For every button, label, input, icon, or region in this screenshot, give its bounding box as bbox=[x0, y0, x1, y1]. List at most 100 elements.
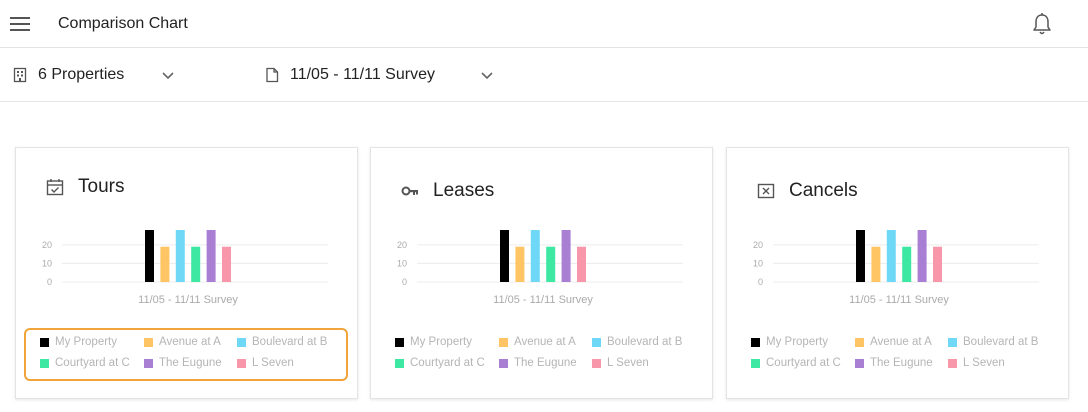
legend-item[interactable]: The Eugune bbox=[499, 357, 577, 369]
key-icon bbox=[401, 186, 418, 196]
card-header: Leases bbox=[401, 180, 494, 202]
legend-item[interactable]: The Eugune bbox=[855, 357, 933, 369]
survey-dropdown[interactable]: 11/05 - 11/11 Survey bbox=[264, 48, 504, 102]
tours-bar-chart: 0 10 20 11/05 - 11/11 Survey bbox=[42, 230, 328, 306]
legend-item[interactable]: L Seven bbox=[237, 357, 294, 369]
card-header: Cancels bbox=[757, 180, 858, 202]
cancel-box-icon bbox=[757, 183, 775, 199]
chevron-down-icon bbox=[162, 72, 174, 80]
legend-item[interactable]: My Property bbox=[40, 336, 117, 348]
tours-legend: My Property Avenue at A Boulevard at B Cour… bbox=[24, 328, 348, 381]
page-title: Comparison Chart bbox=[58, 15, 188, 32]
leases-legend: My Property Avenue at A Boulevard at B Cour… bbox=[379, 328, 703, 381]
filter-bar: 6 Properties 11/05 - 11/11 Survey bbox=[0, 48, 1088, 102]
app-bar: Comparison Chart bbox=[0, 0, 1088, 48]
legend-label: Courtyard at C bbox=[766, 357, 841, 369]
bar-the-eugune[interactable] bbox=[206, 230, 216, 282]
bar-my-property[interactable] bbox=[500, 230, 509, 282]
legend-item[interactable]: Avenue at A bbox=[144, 336, 221, 348]
tours-card: Tours 0 10 20 11/05 - 11/11 Survey My Prope… bbox=[15, 147, 358, 399]
legend-label: My Property bbox=[55, 336, 117, 348]
bar-boulevard-at-b[interactable] bbox=[886, 230, 896, 282]
legend-label: Courtyard at C bbox=[55, 357, 130, 369]
legend-label: Avenue at A bbox=[159, 336, 221, 348]
legend-swatch bbox=[592, 337, 601, 347]
bar-avenue-at-a[interactable] bbox=[871, 246, 881, 282]
legend-item[interactable]: Courtyard at C bbox=[751, 357, 841, 369]
legend-item[interactable]: Courtyard at C bbox=[395, 357, 485, 369]
document-icon bbox=[266, 67, 279, 83]
legend-label: Boulevard at B bbox=[252, 336, 328, 348]
legend-swatch bbox=[144, 337, 153, 347]
bar-courtyard-at-c[interactable] bbox=[546, 246, 556, 282]
legend-swatch bbox=[237, 337, 246, 347]
leases-bar-chart: 0 10 20 11/05 - 11/11 Survey bbox=[397, 230, 683, 306]
legend-swatch bbox=[395, 358, 404, 368]
properties-dropdown[interactable]: 6 Properties bbox=[12, 48, 182, 102]
x-axis-label: 11/05 - 11/11 Survey bbox=[849, 294, 949, 306]
legend-swatch bbox=[395, 337, 404, 347]
cancels-card: Cancels 0 10 20 11/05 - 11/11 Survey My Pro… bbox=[726, 147, 1069, 399]
survey-label: 11/05 - 11/11 Survey bbox=[290, 66, 435, 83]
x-axis-label: 11/05 - 11/11 Survey bbox=[493, 294, 593, 306]
bar-l-seven[interactable] bbox=[222, 246, 231, 282]
bar-my-property[interactable] bbox=[856, 230, 865, 282]
y-tick-label: 10 bbox=[753, 258, 763, 268]
legend-item[interactable]: Boulevard at B bbox=[948, 336, 1038, 348]
legend-swatch bbox=[40, 337, 49, 347]
legend-label: My Property bbox=[410, 336, 472, 348]
legend-item[interactable]: L Seven bbox=[592, 357, 649, 369]
properties-label: 6 Properties bbox=[38, 66, 125, 83]
bar-my-property[interactable] bbox=[145, 230, 154, 282]
legend-label: Boulevard at B bbox=[963, 336, 1039, 348]
legend-label: L Seven bbox=[963, 357, 1005, 369]
y-tick-label: 10 bbox=[42, 258, 52, 268]
legend-item[interactable]: L Seven bbox=[948, 357, 1005, 369]
legend-swatch bbox=[144, 358, 153, 368]
bar-l-seven[interactable] bbox=[577, 246, 586, 282]
legend-item[interactable]: Avenue at A bbox=[855, 336, 932, 348]
bar-avenue-at-a[interactable] bbox=[515, 246, 525, 282]
legend-item[interactable]: The Eugune bbox=[144, 357, 222, 369]
bar-avenue-at-a[interactable] bbox=[160, 246, 170, 282]
bar-courtyard-at-c[interactable] bbox=[902, 246, 912, 282]
bar-boulevard-at-b[interactable] bbox=[175, 230, 185, 282]
building-icon bbox=[13, 67, 27, 83]
legend-label: The Eugune bbox=[514, 357, 577, 369]
legend-item[interactable]: Avenue at A bbox=[499, 336, 576, 348]
legend-label: Courtyard at C bbox=[410, 357, 485, 369]
card-title: Cancels bbox=[789, 180, 858, 201]
leases-card: Leases 0 10 20 11/05 - 11/11 Survey My Prop… bbox=[370, 147, 713, 399]
legend-swatch bbox=[40, 358, 49, 368]
chevron-down-icon bbox=[481, 72, 493, 80]
legend-swatch bbox=[855, 337, 864, 347]
legend-swatch bbox=[751, 358, 760, 368]
y-tick-label: 10 bbox=[397, 258, 407, 268]
legend-item[interactable]: My Property bbox=[751, 336, 828, 348]
bar-courtyard-at-c[interactable] bbox=[191, 246, 201, 282]
legend-item[interactable]: My Property bbox=[395, 336, 472, 348]
card-title: Tours bbox=[78, 176, 125, 197]
y-tick-label: 20 bbox=[397, 240, 407, 250]
legend-item[interactable]: Boulevard at B bbox=[237, 336, 327, 348]
legend-label: My Property bbox=[766, 336, 828, 348]
legend-item[interactable]: Courtyard at C bbox=[40, 357, 130, 369]
y-tick-label: 0 bbox=[402, 277, 407, 287]
bar-l-seven[interactable] bbox=[933, 246, 942, 282]
legend-swatch bbox=[855, 358, 864, 368]
legend-label: The Eugune bbox=[159, 357, 222, 369]
bar-boulevard-at-b[interactable] bbox=[530, 230, 540, 282]
legend-item[interactable]: Boulevard at B bbox=[592, 336, 682, 348]
hamburger-menu-icon[interactable] bbox=[10, 16, 30, 32]
cancels-bar-chart: 0 10 20 11/05 - 11/11 Survey bbox=[753, 230, 1039, 306]
legend-swatch bbox=[499, 358, 508, 368]
y-tick-label: 0 bbox=[47, 277, 52, 287]
y-tick-label: 20 bbox=[753, 240, 763, 250]
legend-label: Boulevard at B bbox=[607, 336, 683, 348]
legend-label: Avenue at A bbox=[514, 336, 576, 348]
bar-the-eugune[interactable] bbox=[917, 230, 927, 282]
x-axis-label: 11/05 - 11/11 Survey bbox=[138, 294, 238, 306]
bar-the-eugune[interactable] bbox=[561, 230, 571, 282]
bell-icon[interactable] bbox=[1031, 12, 1053, 36]
y-tick-label: 0 bbox=[758, 277, 763, 287]
